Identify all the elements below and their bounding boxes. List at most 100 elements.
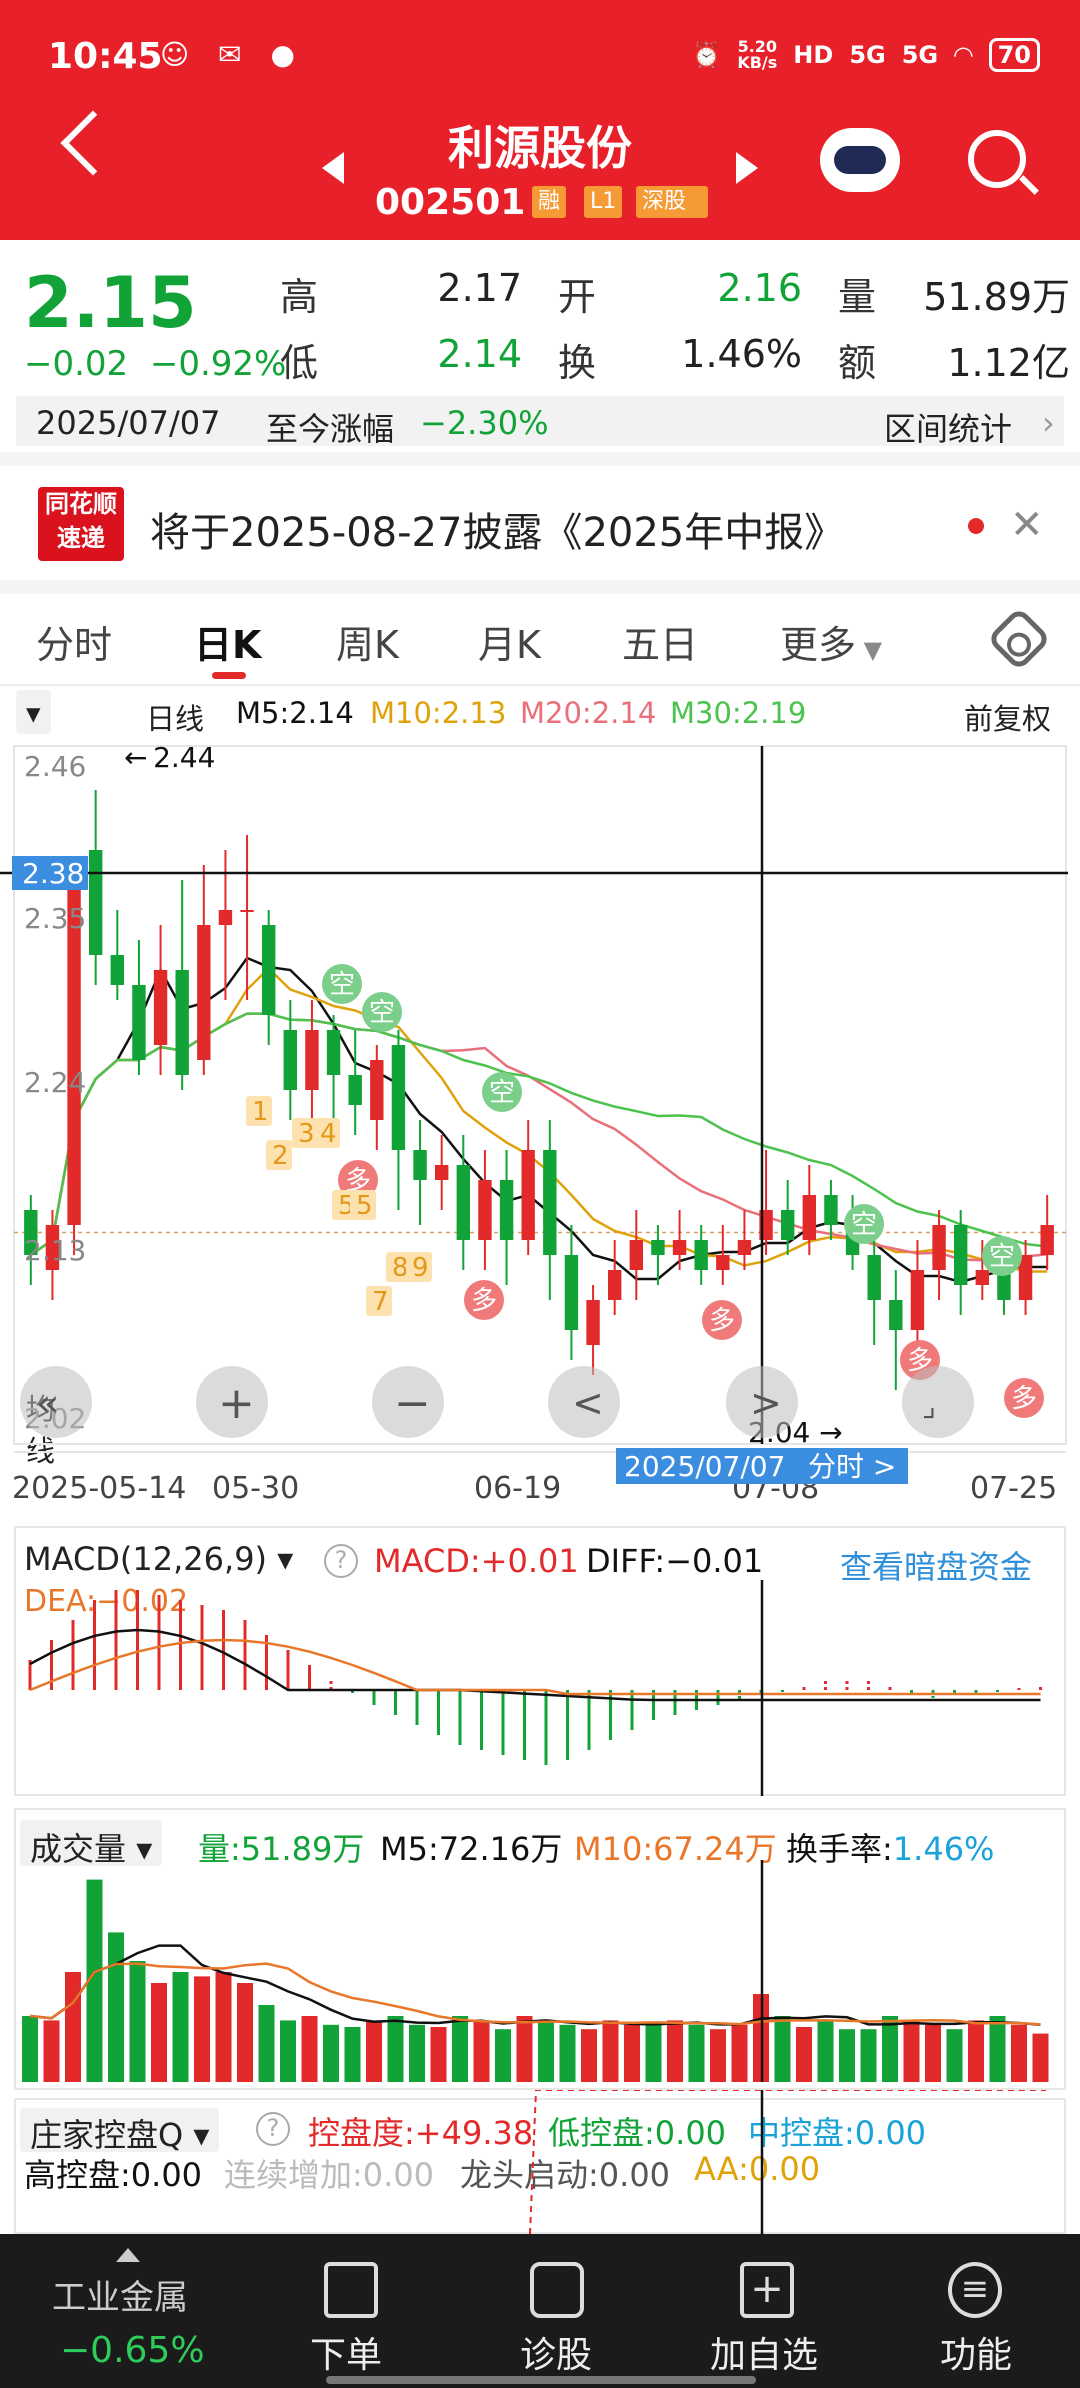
tab-weekly-k[interactable]: 周K: [336, 623, 399, 667]
add-watchlist-button[interactable]: 加自选: [710, 2335, 819, 2376]
volume-bar: [301, 2016, 318, 2082]
low-value: 2.14: [437, 332, 522, 376]
search-icon[interactable]: [968, 130, 1026, 188]
prev-button: [548, 1366, 620, 1438]
sequence-number: 7: [372, 1287, 389, 1317]
tab-five-day[interactable]: 五日: [622, 623, 699, 667]
order-button[interactable]: 下单: [310, 2335, 383, 2376]
tab-fenshi[interactable]: 分时: [36, 623, 113, 667]
volume-bar: [108, 1932, 124, 2082]
help-icon[interactable]: ?: [324, 1544, 358, 1578]
function-button[interactable]: 功能: [940, 2335, 1013, 2376]
sequence-badge: [246, 1096, 272, 1126]
fast-back-icon: «: [36, 1381, 59, 1425]
volume-m5: M5:72.16万: [380, 1830, 563, 1868]
candle-body: [110, 955, 125, 985]
dark-pool-link[interactable]: 查看暗盘资金: [840, 1548, 1033, 1586]
volume-bar: [968, 2020, 984, 2082]
sequence-number: 8: [392, 1253, 409, 1283]
volume-bar: [516, 2016, 533, 2082]
candle-body: [153, 970, 168, 1045]
candle-body: [953, 1225, 968, 1285]
bottom-toolbar: [0, 2234, 1080, 2388]
status-right: ⏰ 5.20 KB/s HD 5G 5G ◠ 70: [691, 38, 1040, 72]
ma-type-select[interactable]: 均线 ▾: [16, 690, 55, 1468]
candle-body: [543, 1150, 557, 1255]
volume-bar: [86, 1879, 103, 2082]
tag-shenzhen-connect: 深股: [636, 186, 708, 218]
prev-stock-icon[interactable]: [322, 152, 344, 184]
candle-body: [261, 925, 276, 1015]
volume-bar: [237, 1983, 253, 2082]
volume-bar: [194, 1976, 210, 2082]
adjust-select[interactable]: 前复权: [964, 702, 1052, 736]
sell-signal-icon: [482, 1072, 522, 1112]
x-label-4: 07-25: [970, 1471, 1057, 1506]
volume-bar: [624, 2024, 640, 2082]
kline-chart[interactable]: 2.38 2.46 2.35 2.24 2.13 2.02 ← 2.44 2.0…: [0, 740, 1080, 1520]
control-continuous: 连续增加:0.00: [224, 2156, 435, 2194]
next-button: [726, 1366, 798, 1438]
control-title[interactable]: 庄家控盘Q ▾: [20, 2108, 220, 2154]
interval-stats-link[interactable]: 区间统计: [884, 410, 1013, 448]
candle-body: [478, 1180, 492, 1240]
sequence-numbers: 123 45 578 9: [246, 1096, 432, 1317]
tab-daily-k[interactable]: 日K: [194, 623, 262, 667]
candle-body: [499, 1180, 514, 1240]
buy-signal-icon: [702, 1300, 742, 1340]
order-icon[interactable]: [324, 2262, 378, 2318]
diagnose-icon[interactable]: [530, 2262, 584, 2318]
menu-icon[interactable]: ≡: [948, 2262, 1002, 2318]
control-dashed-line: [529, 2090, 1046, 2234]
notice-text[interactable]: 将于2025-08-27披露《2025年中报》: [150, 510, 845, 556]
ma20-value: M20:2.14: [520, 696, 657, 730]
hd-icon: HD: [793, 41, 834, 69]
candle-body: [456, 1165, 471, 1240]
since-value: −2.30%: [420, 404, 549, 442]
settings-icon[interactable]: [986, 606, 1052, 672]
y-label-0: 2.46: [24, 750, 86, 783]
sequence-badge: [366, 1286, 392, 1316]
assistant-robot-icon[interactable]: [820, 128, 900, 192]
add-watchlist-icon[interactable]: +: [740, 2262, 794, 2318]
wifi-icon: ◠: [954, 41, 973, 69]
candle-body: [737, 1240, 752, 1255]
volume-m10: M10:67.24万: [574, 1830, 777, 1868]
volume-bar: [538, 2020, 554, 2082]
dea-value: DEA:−0.02: [24, 1584, 189, 1619]
control-panel: [14, 2098, 1066, 2234]
candle-body: [975, 1270, 990, 1285]
volume-bar: [645, 2022, 662, 2082]
interval-bar[interactable]: 2025/07/07 至今涨幅 −2.30% 区间统计 ›: [16, 396, 1064, 448]
candle-body: [132, 985, 146, 1060]
candle-body: [889, 1300, 903, 1330]
tab-monthly-k[interactable]: 月K: [478, 623, 541, 667]
candlesticks: [24, 790, 1054, 1390]
diff-value: DIFF:−0.01: [586, 1542, 764, 1580]
macd-title[interactable]: MACD(12,26,9) ▾: [24, 1540, 294, 1578]
candle-body: [910, 1270, 925, 1330]
volume-panel: [14, 1808, 1066, 2090]
buy-signal-icon: [1004, 1378, 1044, 1418]
help-icon[interactable]: ?: [256, 2112, 290, 2146]
candle-body: [564, 1255, 579, 1330]
high-label: 高: [280, 275, 319, 319]
chevron-right-icon: ›: [1042, 404, 1055, 442]
buy-signal-label: 多: [471, 1286, 497, 1316]
volume-bar: [1011, 2024, 1027, 2082]
volume-bar: [258, 2005, 275, 2082]
sell-signal-label: 空: [329, 970, 355, 1000]
zoom-in-button: [196, 1366, 268, 1438]
kline-frame: [13, 745, 1067, 1445]
sector-name[interactable]: 工业金属: [52, 2278, 188, 2318]
chart-navigation: « + − < > ⌟: [20, 1366, 974, 1438]
volume-title[interactable]: 成交量 ▾: [20, 1820, 163, 1868]
diagnose-button[interactable]: 诊股: [520, 2335, 593, 2376]
sell-signal-label: 空: [369, 998, 395, 1028]
next-stock-icon[interactable]: [736, 152, 758, 184]
expand-up-icon[interactable]: [116, 2248, 140, 2262]
tab-more[interactable]: 更多 ▼: [780, 623, 883, 667]
candle-body: [370, 1060, 384, 1120]
divider: [0, 452, 1080, 466]
close-icon[interactable]: ✕: [1010, 502, 1044, 548]
